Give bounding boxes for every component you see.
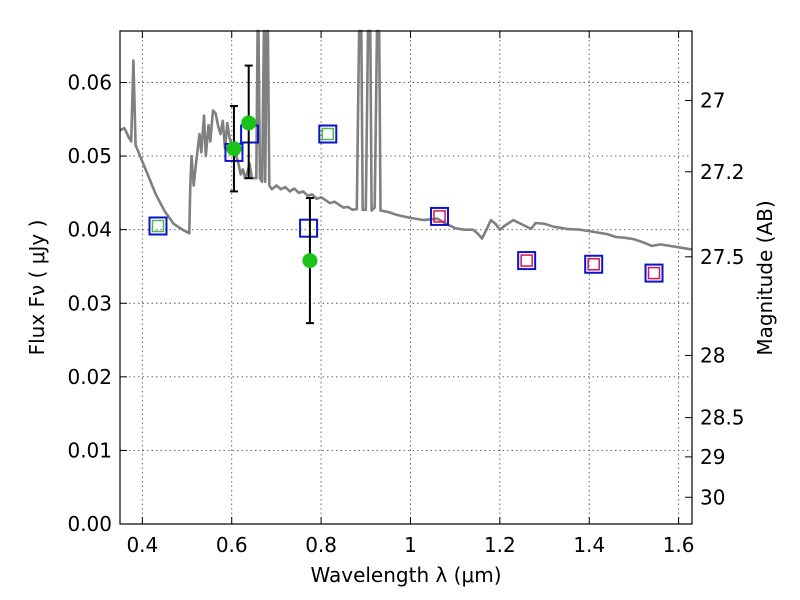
- grid-layer: [120, 31, 692, 525]
- y2-tick-label: 28.5: [700, 406, 745, 430]
- inner-square-marker: [647, 266, 661, 280]
- model-photometry-square: [517, 251, 537, 271]
- x-tick-label: 0.4: [126, 533, 158, 557]
- y2-axis-label: Magnitude (AB): [753, 200, 777, 355]
- model-photometry-square: [318, 124, 338, 144]
- model-photometry-square: [148, 216, 168, 236]
- model-photometry-square: [584, 254, 604, 274]
- y-tick-label: 0.03: [67, 291, 112, 315]
- y2-tick-label: 27: [700, 89, 725, 113]
- y-tick-label: 0.05: [67, 144, 112, 168]
- inner-square-marker: [520, 254, 533, 267]
- model-sed-layer: [119, 29, 693, 251]
- y-tick-label: 0.04: [67, 218, 112, 242]
- y2-tick-label: 29: [700, 445, 725, 469]
- x-axis-label: Wavelength λ (μm): [310, 563, 501, 587]
- model-sed-line: [119, 29, 693, 251]
- x-tick-label: 1: [404, 533, 417, 557]
- y2-tick-label: 27.5: [700, 245, 745, 269]
- tick-layer: 0.4 0.6 0.8 1 1.2 1.4 1.6 0.00 0.01 0.02 0.03 0.04 0…: [67, 31, 745, 557]
- x-tick-label: 1.2: [484, 533, 516, 557]
- plot-frame: [119, 30, 693, 525]
- inner-square-marker: [587, 258, 600, 271]
- x-tick-label: 1.4: [573, 533, 605, 557]
- inner-square-marker: [151, 219, 165, 233]
- x-tick-label: 0.6: [216, 533, 248, 557]
- x-tick-label: 1.6: [663, 533, 695, 557]
- x-tick-label: 0.8: [305, 533, 337, 557]
- y-axis-label: Flux Fν ( μJy ): [25, 220, 49, 356]
- y-tick-label: 0.02: [67, 365, 112, 389]
- y2-tick-label: 30: [700, 485, 725, 509]
- observed-point: [226, 141, 242, 157]
- model-photometry-square: [430, 206, 450, 226]
- marker-layer: [148, 64, 664, 325]
- inner-square-marker: [321, 127, 335, 141]
- y2-tick-label: 28: [700, 343, 725, 367]
- y2-tick-label: 27.2: [700, 160, 745, 184]
- y-tick-label: 0.00: [67, 512, 112, 536]
- y-tick-label: 0.06: [67, 71, 112, 95]
- y-tick-label: 0.01: [67, 438, 112, 462]
- observed-point: [302, 253, 318, 269]
- observed-point: [241, 115, 257, 131]
- inner-square-marker: [433, 210, 446, 223]
- model-photometry-square: [299, 218, 319, 238]
- model-photometry-square: [644, 263, 664, 283]
